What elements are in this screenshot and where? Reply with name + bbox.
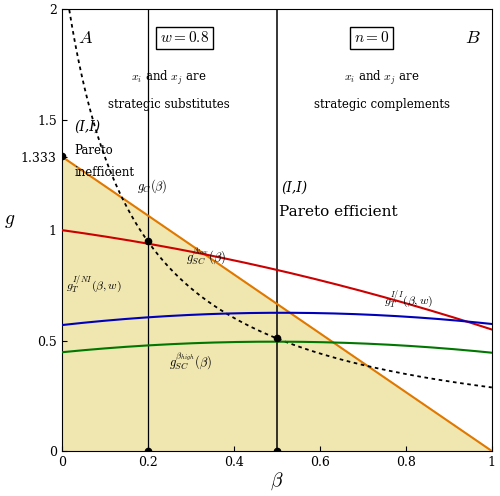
Text: $g_{SC}^{\beta_{high}}(\beta)$: $g_{SC}^{\beta_{high}}(\beta)$ (169, 351, 212, 372)
Text: $B$: $B$ (464, 29, 480, 47)
Text: $g_C(\beta)$: $g_C(\beta)$ (137, 177, 168, 195)
Text: Pareto efficient: Pareto efficient (279, 205, 398, 219)
Y-axis label: $g$: $g$ (4, 212, 16, 230)
Text: strategic complements: strategic complements (314, 98, 450, 111)
Text: $A$: $A$ (78, 29, 93, 47)
Text: $g_{SC}^{\beta_{low}}(\beta)$: $g_{SC}^{\beta_{low}}(\beta)$ (186, 246, 226, 267)
Text: (I,I): (I,I) (281, 181, 307, 195)
Text: $x_i$ and $x_j$ are: $x_i$ and $x_j$ are (132, 68, 207, 87)
Text: $g_T^{I/I}(\beta,w)$: $g_T^{I/I}(\beta,w)$ (384, 290, 434, 310)
X-axis label: $\beta$: $\beta$ (270, 470, 283, 492)
Text: $w=0.8$: $w=0.8$ (160, 30, 209, 46)
Text: $n=0$: $n=0$ (354, 30, 389, 46)
Text: $x_i$ and $x_j$ are: $x_i$ and $x_j$ are (344, 68, 420, 87)
Text: inefficient: inefficient (74, 166, 134, 179)
Text: Pareto: Pareto (74, 144, 114, 157)
Text: (I,I): (I,I) (74, 119, 101, 133)
Text: strategic substitutes: strategic substitutes (108, 98, 230, 111)
Text: $g_T^{I/NI}(\beta,w)$: $g_T^{I/NI}(\beta,w)$ (66, 275, 122, 296)
